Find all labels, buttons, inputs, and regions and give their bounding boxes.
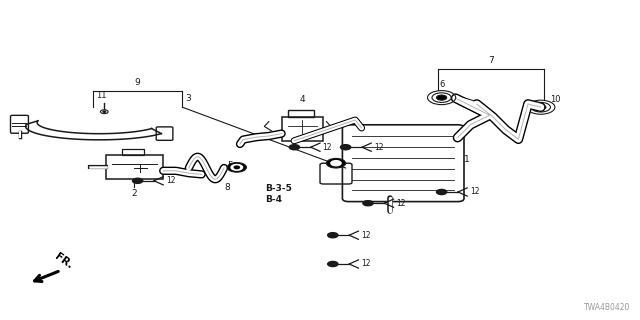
Text: 11: 11: [96, 91, 106, 100]
Circle shape: [234, 166, 239, 169]
Text: B-4: B-4: [266, 196, 283, 204]
Circle shape: [231, 164, 243, 170]
Text: 12: 12: [374, 143, 383, 152]
Circle shape: [289, 145, 300, 150]
Circle shape: [436, 189, 447, 195]
Text: 2: 2: [132, 189, 137, 198]
Text: 5: 5: [227, 161, 233, 170]
Text: 1: 1: [464, 156, 470, 164]
Text: 12: 12: [166, 176, 175, 185]
Bar: [122, 149, 144, 155]
Circle shape: [103, 111, 106, 112]
Text: 10: 10: [550, 95, 561, 104]
Text: 8: 8: [225, 183, 230, 192]
Text: 4: 4: [300, 95, 305, 104]
Text: 12: 12: [361, 260, 371, 268]
Text: FR.: FR.: [53, 251, 75, 270]
Circle shape: [436, 95, 447, 100]
Circle shape: [326, 158, 346, 168]
Circle shape: [536, 105, 546, 110]
Text: TWA4B0420: TWA4B0420: [584, 303, 630, 312]
Circle shape: [331, 161, 341, 166]
Circle shape: [363, 201, 373, 206]
Bar: [106, 155, 163, 179]
Circle shape: [227, 163, 246, 172]
Text: B-3-5: B-3-5: [266, 184, 292, 193]
Circle shape: [340, 145, 351, 150]
Text: 3: 3: [186, 94, 191, 103]
Text: 12: 12: [323, 143, 332, 152]
Circle shape: [328, 261, 338, 267]
Text: 9: 9: [135, 78, 140, 87]
Text: 6: 6: [439, 80, 444, 89]
Text: 12: 12: [396, 199, 406, 208]
Text: 12: 12: [470, 188, 479, 196]
Circle shape: [328, 233, 338, 238]
Circle shape: [100, 110, 108, 114]
Bar: [288, 110, 314, 117]
Text: 12: 12: [361, 231, 371, 240]
Text: 7: 7: [488, 56, 494, 65]
Circle shape: [132, 178, 143, 183]
